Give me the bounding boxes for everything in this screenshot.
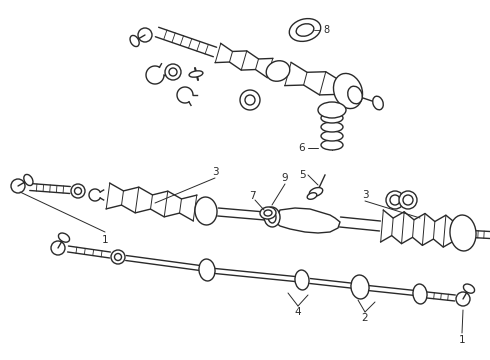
Text: 3: 3 [212,167,219,177]
Ellipse shape [115,253,122,261]
Text: 4: 4 [294,307,301,317]
Text: 5: 5 [299,170,305,180]
Ellipse shape [130,35,139,46]
Ellipse shape [245,95,255,105]
Ellipse shape [450,215,476,251]
Text: 3: 3 [362,190,368,200]
Ellipse shape [189,71,203,77]
Ellipse shape [169,68,177,76]
Ellipse shape [240,90,260,110]
Ellipse shape [351,275,369,299]
Ellipse shape [348,86,362,104]
Polygon shape [215,44,273,78]
Ellipse shape [74,188,81,194]
Ellipse shape [58,233,70,242]
Ellipse shape [71,184,85,198]
Ellipse shape [289,19,321,41]
Ellipse shape [321,113,343,123]
Ellipse shape [321,140,343,150]
Ellipse shape [295,270,309,290]
Ellipse shape [307,193,317,199]
Ellipse shape [266,61,290,81]
Ellipse shape [413,284,427,304]
Ellipse shape [264,207,280,227]
Ellipse shape [199,259,215,281]
Ellipse shape [386,191,404,209]
Text: 2: 2 [362,313,368,323]
Text: 8: 8 [323,25,329,35]
Ellipse shape [264,210,272,216]
Ellipse shape [318,102,346,118]
Ellipse shape [390,195,400,205]
Ellipse shape [321,131,343,141]
Text: 9: 9 [282,173,288,183]
Ellipse shape [268,211,276,223]
Polygon shape [381,210,456,247]
Text: 7: 7 [249,191,255,201]
Text: 1: 1 [459,335,466,345]
Ellipse shape [399,191,417,209]
Ellipse shape [138,28,152,42]
Ellipse shape [165,64,181,80]
Ellipse shape [373,96,383,110]
Polygon shape [106,183,197,221]
Ellipse shape [111,250,125,264]
Ellipse shape [403,195,413,205]
Polygon shape [285,62,342,95]
Text: 1: 1 [102,235,108,245]
Ellipse shape [464,284,475,293]
Ellipse shape [51,241,65,255]
Polygon shape [275,208,340,233]
Ellipse shape [260,207,276,219]
Text: 6: 6 [299,143,305,153]
Ellipse shape [195,197,217,225]
Ellipse shape [24,175,33,185]
Ellipse shape [321,122,343,132]
Ellipse shape [11,179,25,193]
Ellipse shape [334,73,363,109]
Ellipse shape [296,24,314,36]
Ellipse shape [456,292,470,306]
Ellipse shape [309,188,323,197]
